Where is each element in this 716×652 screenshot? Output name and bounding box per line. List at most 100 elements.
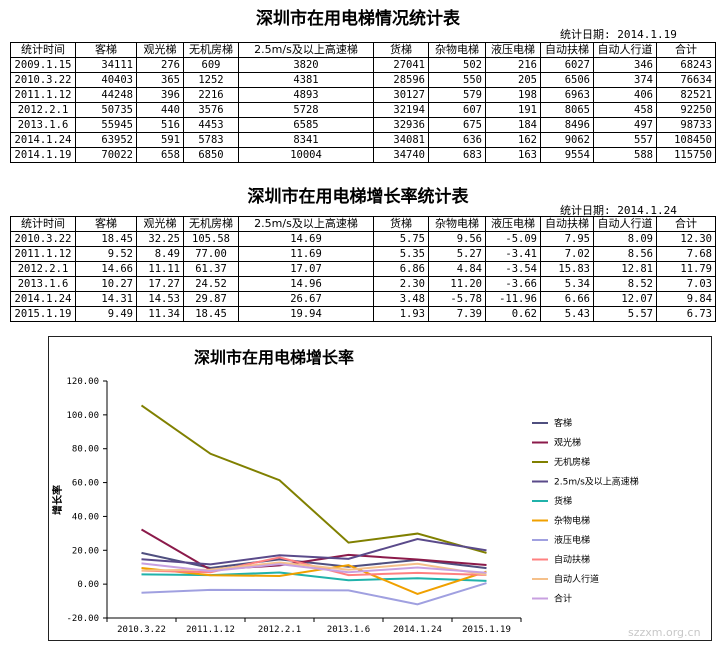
value-cell: 11.20 [428, 276, 486, 292]
value-cell: 198 [485, 87, 541, 103]
value-cell: 105.58 [183, 231, 239, 247]
value-cell: 27041 [373, 57, 429, 73]
growth-rate-table: 统计时间 客梯 观光梯 无机房梯 2.5m/s及以上高速梯 货梯 杂物电梯 液压电梯 自动扶梯自… [10, 216, 716, 322]
table-row: 2013.1.6 10.27 17.27 24.52 14.96 2.30 11.20 -3.… [10, 276, 716, 292]
value-cell: 8065 [540, 102, 594, 118]
value-cell: 2216 [183, 87, 239, 103]
watermark: szzxm.org.cn [628, 626, 701, 639]
value-cell: 6506 [540, 72, 594, 88]
y-tick-label: 80.00 [72, 445, 99, 455]
value-cell: 17.07 [238, 261, 374, 277]
table-row: 2015.1.19 9.49 11.34 18.45 19.94 1.93 7.39 0.62… [10, 306, 716, 322]
value-cell: 346 [593, 57, 657, 73]
value-cell: 205 [485, 72, 541, 88]
value-cell: 7.68 [656, 246, 716, 262]
value-cell: 683 [428, 147, 486, 163]
column-header: 无机房梯 [183, 42, 239, 58]
date-cell: 2015.1.19 [10, 306, 76, 322]
value-cell: 18.45 [183, 306, 239, 322]
value-cell: 14.69 [238, 231, 374, 247]
column-header: 客梯 [75, 42, 137, 58]
y-tick-label: 60.00 [72, 479, 99, 489]
value-cell: 5.34 [540, 276, 594, 292]
value-cell: 12.81 [593, 261, 657, 277]
date-cell: 2014.1.24 [10, 291, 76, 307]
column-header: 2.5m/s及以上高速梯 [238, 42, 374, 58]
value-cell: 4.84 [428, 261, 486, 277]
value-cell: 98733 [656, 117, 716, 133]
table-row: 2009.1.15 34111 276 609 3820 27041 502 216 6027 3… [10, 57, 716, 73]
y-axis-label: 增长率 [51, 485, 64, 515]
value-cell: 14.53 [136, 291, 184, 307]
value-cell: 591 [136, 132, 184, 148]
value-cell: 6.66 [540, 291, 594, 307]
value-cell: 34740 [373, 147, 429, 163]
value-cell: 11.11 [136, 261, 184, 277]
series-line [141, 537, 487, 566]
date-cell: 2010.3.22 [10, 231, 76, 247]
value-cell: 579 [428, 87, 486, 103]
legend-label: 自动扶梯 [554, 554, 590, 566]
value-cell: 7.95 [540, 231, 594, 247]
value-cell: 9.49 [75, 306, 137, 322]
table1-title: 深圳市在用电梯情况统计表 [256, 9, 460, 29]
date-cell: 2014.1.19 [10, 147, 76, 163]
value-cell: 14.96 [238, 276, 374, 292]
column-header: 杂物电梯 [428, 216, 486, 232]
value-cell: -3.54 [485, 261, 541, 277]
value-cell: 374 [593, 72, 657, 88]
value-cell: 7.03 [656, 276, 716, 292]
value-cell: 588 [593, 147, 657, 163]
value-cell: 458 [593, 102, 657, 118]
value-cell: 557 [593, 132, 657, 148]
value-cell: 10.27 [75, 276, 137, 292]
value-cell: 1252 [183, 72, 239, 88]
value-cell: 191 [485, 102, 541, 118]
value-cell: 68243 [656, 57, 716, 73]
value-cell: 63952 [75, 132, 137, 148]
value-cell: 675 [428, 117, 486, 133]
x-tick-label: 2012.2.1 [258, 625, 301, 635]
value-cell: 28596 [373, 72, 429, 88]
legend-label: 观光梯 [554, 437, 581, 449]
value-cell: 10004 [238, 147, 374, 163]
value-cell: 32.25 [136, 231, 184, 247]
value-cell: 11.79 [656, 261, 716, 277]
growth-rate-chart: 深圳市在用电梯增长率 120.00 100.00 80.00 60.00 40.00 20.… [48, 336, 712, 641]
value-cell: 9062 [540, 132, 594, 148]
value-cell: 497 [593, 117, 657, 133]
value-cell: 6963 [540, 87, 594, 103]
table-row: 2012.2.1 50735 440 3576 5728 32194 607 191 8065 4… [10, 102, 716, 118]
date-cell: 2014.1.24 [10, 132, 76, 148]
value-cell: 636 [428, 132, 486, 148]
value-cell: 8496 [540, 117, 594, 133]
table-row: 2011.1.12 44248 396 2216 4893 30127 579 198 6963… [10, 87, 716, 103]
legend-label: 合计 [554, 593, 572, 605]
x-tick-label: 2010.3.22 [117, 625, 166, 635]
value-cell: 216 [485, 57, 541, 73]
column-header: 自动人行道 [593, 216, 657, 232]
value-cell: 3.48 [373, 291, 429, 307]
value-cell: 108450 [656, 132, 716, 148]
value-cell: 11.34 [136, 306, 184, 322]
value-cell: 70022 [75, 147, 137, 163]
value-cell: 18.45 [75, 231, 137, 247]
date-cell: 2012.2.1 [10, 102, 76, 118]
series-line [141, 564, 487, 595]
value-cell: 61.37 [183, 261, 239, 277]
date-cell: 2011.1.12 [10, 87, 76, 103]
table-row: 2014.1.24 14.31 14.53 29.87 26.67 3.48 -5.78 -1… [10, 291, 716, 307]
column-header: 自动人行道 [593, 42, 657, 58]
y-tick-label: 20.00 [72, 546, 99, 556]
y-tick-label: 100.00 [66, 411, 99, 421]
column-header: 合计 [656, 42, 716, 58]
value-cell: 5728 [238, 102, 374, 118]
table2-stat-date: 统计日期: 2014.1.24 [560, 204, 677, 217]
table-row: 2014.1.19 70022 658 6850 10004 34740 683 163 955… [10, 147, 716, 163]
value-cell: 14.66 [75, 261, 137, 277]
table2-title: 深圳市在用电梯增长率统计表 [247, 187, 469, 207]
legend-label: 2.5m/s及以上高速梯 [554, 476, 639, 488]
value-cell: 15.83 [540, 261, 594, 277]
column-header: 统计时间 [10, 42, 76, 58]
value-cell: 6.86 [373, 261, 429, 277]
